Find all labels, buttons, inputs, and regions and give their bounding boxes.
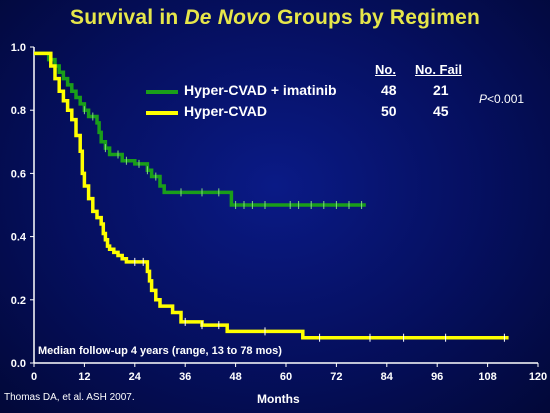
table-row1-fail: 21 [433, 82, 449, 98]
median-followup-note: Median follow-up 4 years (range, 13 to 7… [38, 345, 282, 357]
series-layer [34, 51, 509, 342]
title-part-2: Groups by Regimen [271, 6, 480, 29]
x-tick-label: 120 [529, 371, 547, 383]
series-line-2 [34, 51, 509, 340]
chart-title: Survival in De Novo Groups by Regimen [0, 6, 550, 30]
legend-label-series1: Hyper-CVAD + imatinib [184, 82, 337, 98]
table-header-no: No. [375, 62, 396, 77]
p-value-text: <0.001 [487, 92, 525, 106]
x-tick-label: 60 [280, 371, 292, 383]
table-row2-fail: 45 [433, 103, 449, 119]
chart-axes [30, 46, 539, 367]
x-tick-label: 96 [431, 371, 443, 383]
x-tick-label: 36 [179, 371, 191, 383]
x-tick-label: 12 [78, 371, 90, 383]
table-row1-no: 48 [381, 82, 397, 98]
x-tick-label: 24 [129, 371, 142, 383]
y-tick-label: 1.0 [11, 42, 26, 54]
legend-swatch-series1 [146, 90, 178, 94]
title-part-1: Survival in [69, 6, 185, 29]
y-tick-label: 0.0 [11, 358, 26, 370]
y-tick-label: 0.6 [11, 168, 26, 180]
series-line-1 [34, 51, 366, 207]
y-tick-label: 0.8 [11, 105, 26, 117]
x-tick-label: 108 [478, 371, 496, 383]
table-row2-no: 50 [381, 103, 397, 119]
title-emphasis: De Novo [184, 6, 272, 29]
p-value: P<0.001 [479, 92, 524, 106]
legend-swatch-series2 [146, 111, 178, 115]
x-axis-label: Months [257, 392, 300, 406]
x-tick-label: 0 [31, 371, 37, 383]
x-tick-label: 48 [229, 371, 241, 383]
x-tick-label: 84 [381, 371, 394, 383]
x-tick-label: 72 [330, 371, 342, 383]
legend-label-series2: Hyper-CVAD [184, 103, 267, 119]
table-header-fail: No. Fail [415, 62, 462, 77]
tick-labels: 0 12 24 36 48 60 72 84 96 108 120 0.0 0.2 0.4 0.6 0.8 1.… [11, 42, 547, 383]
citation-footnote: Thomas DA, et al. ASH 2007. [4, 392, 135, 403]
y-tick-label: 0.2 [11, 295, 26, 307]
p-value-symbol: P [479, 92, 488, 106]
y-tick-label: 0.4 [11, 232, 27, 244]
